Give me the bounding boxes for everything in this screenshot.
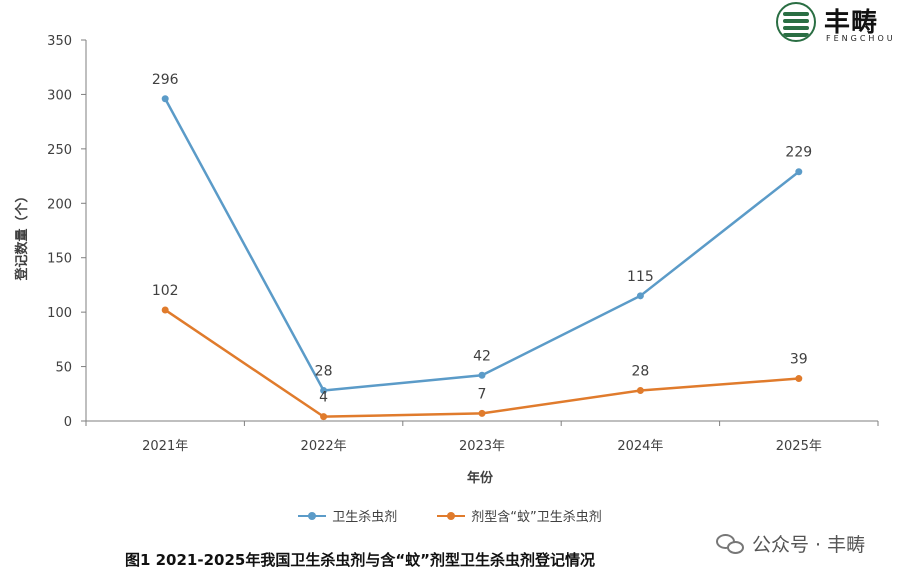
y-tick-label: 250 bbox=[47, 143, 72, 158]
data-label: 102 bbox=[152, 283, 179, 299]
data-point[interactable] bbox=[320, 413, 328, 421]
data-point[interactable] bbox=[161, 95, 169, 103]
data-label: 229 bbox=[785, 145, 812, 161]
x-tick-label: 2023年 bbox=[459, 439, 505, 454]
data-point[interactable] bbox=[161, 306, 169, 314]
logo-name-cn: 丰畴 bbox=[824, 8, 879, 38]
data-label: 7 bbox=[478, 386, 487, 402]
x-tick-label: 2025年 bbox=[776, 439, 822, 454]
x-tick-label: 2022年 bbox=[301, 439, 347, 454]
data-point[interactable] bbox=[320, 387, 328, 395]
y-axis-title: 登记数量（个） bbox=[14, 189, 30, 281]
data-label: 42 bbox=[473, 348, 491, 364]
data-label: 115 bbox=[627, 269, 654, 285]
wechat-watermark: 公众号 · 丰畴 bbox=[716, 530, 865, 557]
y-tick-label: 350 bbox=[47, 34, 72, 49]
figure-caption: 图1 2021-2025年我国卫生杀虫剂与含“蚊”剂型卫生杀虫剂登记情况 bbox=[124, 551, 596, 569]
legend-item-series-2[interactable]: 剂型含“蚊”卫生杀虫剂 bbox=[437, 506, 602, 525]
x-tick-labels: 2021年 2022年 2023年 2024年 2025年 bbox=[142, 439, 822, 454]
data-point[interactable] bbox=[636, 292, 644, 300]
fengchou-logo: 丰畴 FENGCHOU bbox=[776, 2, 898, 46]
x-axis-title: 年份 bbox=[467, 470, 494, 486]
wechat-icon bbox=[716, 532, 746, 556]
x-tick-label: 2021年 bbox=[142, 439, 188, 454]
fengchou-logo-icon bbox=[776, 2, 816, 42]
data-labels: 296 28 42 115 229 102 4 7 28 39 bbox=[152, 72, 812, 406]
y-tick-label: 50 bbox=[55, 361, 72, 376]
data-label: 28 bbox=[315, 364, 333, 380]
data-label: 4 bbox=[319, 390, 328, 406]
y-tick-labels: 0 50 100 150 200 250 300 350 bbox=[47, 34, 72, 430]
series-points bbox=[161, 95, 803, 421]
legend-item-series-1[interactable]: 卫生杀虫剂 bbox=[298, 506, 397, 525]
data-label: 39 bbox=[790, 352, 808, 368]
chart-legend: 卫生杀虫剂 剂型含“蚊”卫生杀虫剂 bbox=[0, 506, 900, 525]
data-point[interactable] bbox=[636, 387, 644, 395]
legend-label-series-1: 卫生杀虫剂 bbox=[332, 510, 398, 525]
data-point[interactable] bbox=[478, 409, 486, 417]
series-line-1 bbox=[164, 98, 800, 392]
legend-swatch-series-2 bbox=[437, 510, 466, 522]
series-lines bbox=[164, 98, 800, 418]
data-point[interactable] bbox=[795, 375, 803, 383]
watermark-text: 公众号 · 丰畴 bbox=[752, 534, 866, 556]
data-point[interactable] bbox=[478, 371, 486, 379]
x-tick-label: 2024年 bbox=[617, 439, 663, 454]
y-tick-label: 200 bbox=[47, 197, 72, 212]
chart-axes bbox=[81, 39, 879, 426]
legend-swatch-series-1 bbox=[298, 510, 327, 522]
legend-label-series-2: 剂型含“蚊”卫生杀虫剂 bbox=[471, 510, 602, 525]
logo-name-en: FENGCHOU bbox=[826, 34, 896, 43]
y-tick-label: 0 bbox=[64, 415, 72, 430]
data-label: 296 bbox=[152, 72, 179, 88]
y-tick-label: 300 bbox=[47, 88, 72, 103]
data-label: 28 bbox=[631, 364, 649, 380]
data-point[interactable] bbox=[795, 168, 803, 176]
y-tick-label: 100 bbox=[47, 306, 72, 321]
y-tick-label: 150 bbox=[47, 252, 72, 267]
